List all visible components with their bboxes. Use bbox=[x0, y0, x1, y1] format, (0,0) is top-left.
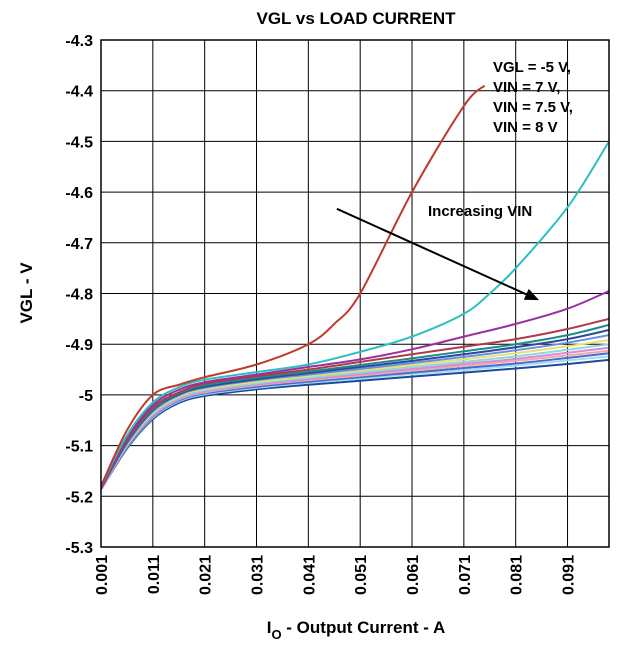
series-line-4 bbox=[101, 323, 609, 490]
series-line-2 bbox=[101, 290, 609, 490]
y-tick-label: -4.3 bbox=[65, 33, 93, 50]
annotation-increasing-vin: Increasing VIN bbox=[428, 203, 532, 220]
y-tick-label: -4.9 bbox=[65, 337, 93, 354]
legend-line-3: VIN = 7.5 V, bbox=[493, 99, 573, 116]
x-tick-label: 0.001 bbox=[94, 555, 111, 595]
x-tick-label: 0.011 bbox=[146, 555, 163, 594]
annotation-arrow bbox=[336, 207, 540, 301]
x-tick-labels: 0.001 0.011 0.021 0.031 0.041 0.051 0.061 0.071… bbox=[94, 555, 578, 595]
y-tick-label: -5 bbox=[79, 388, 93, 405]
x-tick-label: 0.051 bbox=[353, 555, 370, 595]
legend-line-2: VIN = 7 V, bbox=[493, 79, 560, 96]
series-line-1 bbox=[101, 140, 609, 487]
y-tick-label: -5.2 bbox=[65, 489, 93, 506]
y-tick-label: -5.3 bbox=[65, 540, 93, 557]
series-line-13 bbox=[101, 358, 609, 491]
series-line-3 bbox=[101, 317, 609, 490]
legend-note: VGL = -5 V, VIN = 7 V, VIN = 7.5 V, VIN … bbox=[493, 59, 573, 136]
arrow-head bbox=[523, 288, 540, 301]
x-tick-label: 0.031 bbox=[250, 555, 267, 595]
legend-line-4: VIN = 8 V bbox=[493, 119, 558, 136]
legend-line-1: VGL = -5 V, bbox=[493, 59, 571, 76]
y-tick-labels: -4.3 -4.4 -4.5 -4.6 -4.7 -4.8 -4.9 -5 -5.1 -5.2 -5… bbox=[65, 33, 93, 557]
x-axis-label: IO - Output Current - A bbox=[267, 618, 446, 642]
chart-title: VGL vs LOAD CURRENT bbox=[257, 9, 457, 28]
x-tick-label: 0.071 bbox=[457, 555, 474, 595]
y-tick-label: -4.6 bbox=[65, 185, 93, 202]
y-tick-label: -4.7 bbox=[65, 236, 93, 253]
x-tick-label: 0.091 bbox=[561, 555, 578, 595]
x-tick-label: 0.041 bbox=[301, 555, 318, 595]
x-tick-label: 0.061 bbox=[405, 555, 422, 595]
y-tick-label: -4.8 bbox=[65, 287, 93, 304]
series-line-0 bbox=[101, 84, 486, 487]
x-tick-label: 0.081 bbox=[509, 555, 526, 595]
y-tick-label: -4.5 bbox=[65, 134, 93, 151]
x-tick-label: 0.021 bbox=[198, 555, 215, 595]
arrow-shaft bbox=[336, 207, 527, 296]
y-tick-label: -4.4 bbox=[65, 84, 93, 101]
x-axis-label-rest: - Output Current - A bbox=[282, 618, 446, 637]
series-line-6 bbox=[101, 334, 609, 490]
series-group bbox=[101, 84, 609, 491]
y-tick-label: -5.1 bbox=[65, 439, 93, 456]
series-layer bbox=[101, 84, 609, 491]
x-axis-label-subscript: O bbox=[271, 627, 281, 642]
plot-frame bbox=[100, 39, 610, 548]
x-axis-label-main: I bbox=[267, 618, 272, 637]
y-axis-label: VGL - V bbox=[17, 262, 36, 324]
